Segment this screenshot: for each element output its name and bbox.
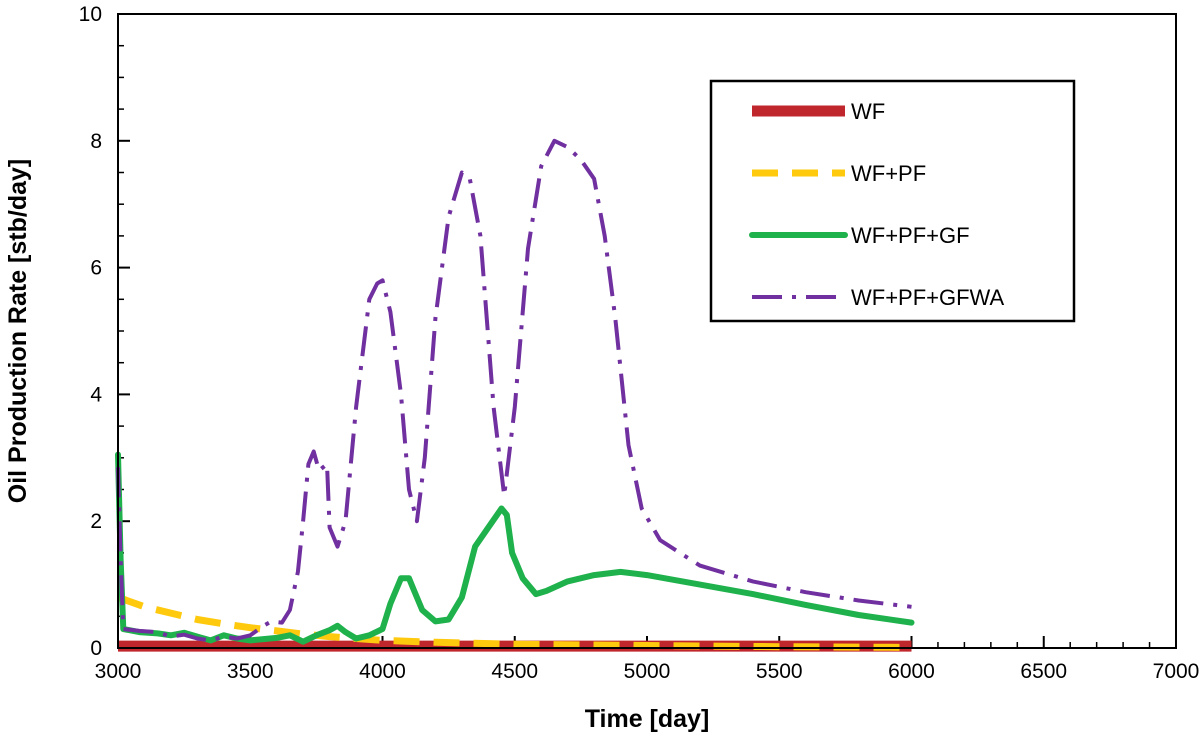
series-layer	[115, 138, 915, 652]
x-tick-label: 4500	[491, 660, 538, 683]
x-tick-label: 6500	[1020, 660, 1067, 683]
legend-label: WF+PF+GFWA	[851, 285, 1005, 310]
x-tick-label: 5000	[624, 660, 671, 683]
y-tick-label: 6	[90, 257, 102, 280]
legend-box	[709, 79, 1076, 323]
x-tick-label: 3000	[95, 660, 142, 683]
series-line-wf-pf-gfwa	[116, 138, 912, 643]
y-tick-label: 2	[90, 510, 102, 533]
legend-label: WF	[851, 99, 885, 124]
legend-label: WF+PF	[851, 161, 926, 186]
y-tick-label: 10	[79, 3, 102, 26]
legend: WF WF+PF WF+PF+GF WF+PF+GFWA	[709, 79, 1076, 323]
legend-label: WF+PF+GF	[851, 223, 970, 248]
y-axis-title: Oil Production Rate [stb/day]	[4, 159, 32, 503]
y-tick-label: 0	[90, 637, 102, 660]
y-tick-label: 8	[90, 130, 102, 153]
y-tick-label: 4	[90, 383, 102, 406]
x-tick-label: 6000	[888, 660, 935, 683]
x-tick-label: 5500	[756, 660, 803, 683]
series-line-wf-pf-gf	[115, 451, 915, 645]
axis-tick-labels: 3000 3500 4000 4500 5000 5500 6000 6500 7000 0 2 4 6…	[79, 3, 1200, 683]
x-axis-title: Time [day]	[585, 705, 710, 733]
plot-area-frame	[117, 13, 1177, 649]
x-tick-label: 7000	[1153, 660, 1200, 683]
x-tick-label: 4000	[359, 660, 406, 683]
x-tick-label: 3500	[227, 660, 274, 683]
